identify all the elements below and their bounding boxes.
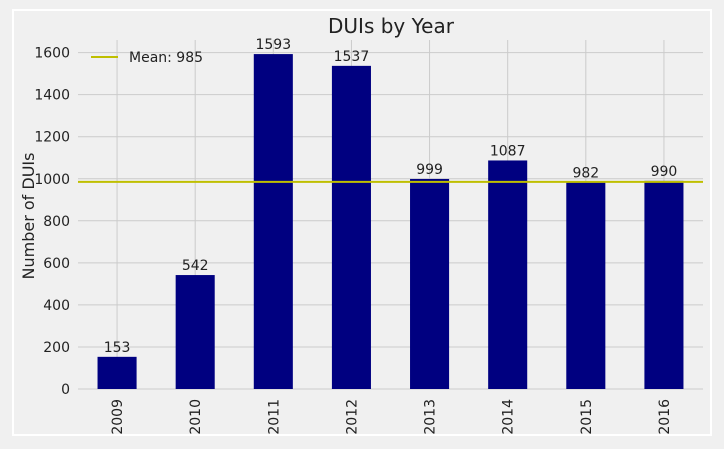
x-tick-label-2013: 2013 <box>423 399 439 435</box>
data-label-2013: 999 <box>416 162 443 178</box>
data-label-2014: 1087 <box>490 143 526 159</box>
bar-2010 <box>175 275 215 389</box>
x-tick-label-2016: 2016 <box>657 399 673 435</box>
bar-2014 <box>488 160 528 389</box>
y-tick-label: 1600 <box>34 46 70 62</box>
x-tick-label-2011: 2011 <box>266 399 282 435</box>
data-label-2010: 542 <box>182 258 209 274</box>
data-labels-layer: 153 542 1593 1537 999 1087 982 990 <box>104 37 678 356</box>
x-tick-label-2010: 2010 <box>188 399 204 435</box>
y-tick-label: 200 <box>43 340 70 356</box>
x-tick-label-2014: 2014 <box>501 399 517 435</box>
legend: Mean: 985 <box>91 50 203 66</box>
x-tick-label-2012: 2012 <box>344 399 360 435</box>
chart-title: DUIs by Year <box>328 14 455 38</box>
x-tick-label-2009: 2009 <box>110 399 126 435</box>
y-tick-label: 800 <box>43 214 70 230</box>
bar-2011 <box>253 54 293 389</box>
data-label-2011: 1593 <box>255 37 291 53</box>
y-tick-label: 1000 <box>34 172 70 188</box>
y-tick-label: 1400 <box>34 88 70 104</box>
y-tick-label: 600 <box>43 256 70 272</box>
x-tick-label-2015: 2015 <box>579 399 595 435</box>
bar-2013 <box>410 178 450 389</box>
data-label-2016: 990 <box>651 164 678 180</box>
data-label-2015: 982 <box>572 166 599 182</box>
y-tick-labels: 0 200 400 600 800 1000 1200 1400 1600 <box>34 46 70 398</box>
legend-label-mean: Mean: 985 <box>129 50 203 66</box>
bars-layer <box>97 54 684 389</box>
data-label-2012: 1537 <box>334 49 370 65</box>
y-tick-label: 0 <box>61 382 70 398</box>
figure-frame <box>12 9 712 436</box>
bar-2012 <box>331 65 371 389</box>
bar-2009 <box>97 356 137 389</box>
x-tick-labels: 2009 2010 2011 2012 2013 2014 2015 2016 <box>110 399 673 435</box>
bar-2015 <box>566 182 606 389</box>
y-tick-label: 400 <box>43 298 70 314</box>
y-tick-label: 1200 <box>34 130 70 146</box>
bar-2016 <box>644 180 684 389</box>
y-axis-label: Number of DUIs <box>19 153 38 280</box>
data-label-2009: 153 <box>104 340 131 356</box>
